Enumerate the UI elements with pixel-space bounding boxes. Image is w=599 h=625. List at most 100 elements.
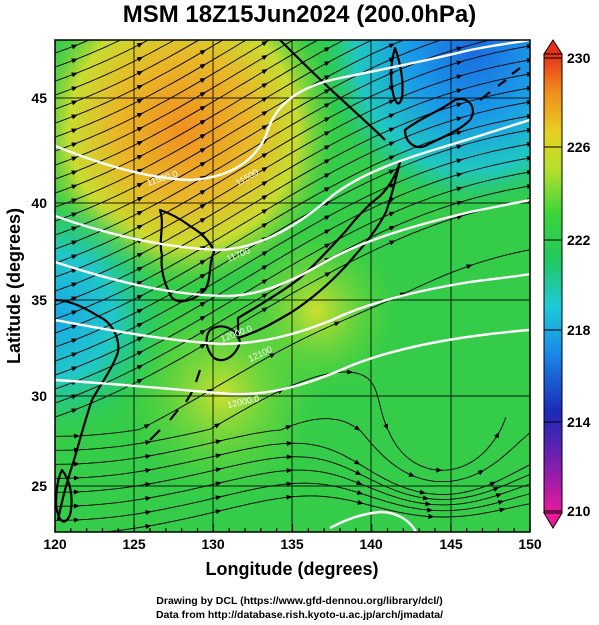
wind-arrow xyxy=(466,264,473,270)
wind-arrow xyxy=(261,307,269,313)
wind-arrow xyxy=(323,103,331,109)
wind-arrow xyxy=(419,489,426,495)
wind-arrow xyxy=(136,308,144,314)
wind-arrow xyxy=(199,189,207,195)
wind-arrow xyxy=(136,322,144,328)
wind-arrow xyxy=(323,47,331,53)
streamline xyxy=(55,40,373,208)
wind-arrow xyxy=(71,324,78,330)
taiwan-coastline xyxy=(55,468,73,523)
wind-arrow xyxy=(324,229,331,235)
wind-arrow xyxy=(261,265,268,271)
wind-arrow xyxy=(215,453,222,459)
wind-arrow xyxy=(71,72,78,78)
wind-arrow xyxy=(323,61,331,67)
wind-arrow xyxy=(388,99,396,105)
wind-arrow xyxy=(71,184,78,190)
footer-credit-data: Data from http://database.rish.kyoto-u.a… xyxy=(155,609,444,621)
wind-arrow xyxy=(71,28,78,35)
wind-arrow xyxy=(71,58,78,64)
wind-arrow xyxy=(494,432,500,439)
wind-arrow xyxy=(136,56,144,62)
colorbar: 230 226 222 218 214 210 xyxy=(543,39,591,529)
wind-arrow xyxy=(215,509,222,515)
wind-arrow xyxy=(145,496,152,501)
wind-arrow xyxy=(136,378,144,384)
streamline xyxy=(40,25,55,30)
wind-arrow xyxy=(389,240,396,246)
wind-arrow xyxy=(324,243,331,249)
wind-arrow xyxy=(71,366,78,372)
wind-arrow xyxy=(456,186,463,192)
streamline xyxy=(55,469,530,507)
wind-arrow xyxy=(136,350,144,356)
wind-arrow xyxy=(269,353,276,359)
wind-arrow xyxy=(261,180,268,187)
wind-arrow xyxy=(388,113,396,119)
x-tick-label: 150 xyxy=(518,536,542,552)
y-tick-label: 30 xyxy=(31,388,47,404)
wind-arrow xyxy=(71,142,78,148)
wind-arrow xyxy=(261,152,268,159)
wind-arrow xyxy=(215,467,222,473)
wind-arrow xyxy=(199,315,207,321)
wind-arrow xyxy=(286,440,293,446)
wind-arrow xyxy=(71,128,78,134)
wind-arrow xyxy=(324,272,331,278)
x-tick-label: 125 xyxy=(122,536,146,552)
streamline xyxy=(55,40,295,166)
wind-arrow xyxy=(456,102,463,108)
wind-arrow xyxy=(71,100,78,106)
streamline xyxy=(55,249,530,437)
ryukyu-islands xyxy=(149,369,202,441)
wind-arrow xyxy=(71,296,78,302)
wind-arrow xyxy=(137,27,145,34)
wind-arrow xyxy=(261,54,268,61)
wind-arrow xyxy=(408,472,415,477)
streamline xyxy=(99,495,530,532)
wind-arrow xyxy=(199,343,207,349)
footer-credit-drawing: Drawing by DCL (https://www.gfd-dennou.o… xyxy=(156,595,443,607)
wind-arrow xyxy=(527,29,534,35)
wind-arrow xyxy=(499,507,506,513)
wind-arrow xyxy=(261,293,269,299)
wind-arrow xyxy=(456,172,463,178)
wind-arrow xyxy=(285,425,292,430)
wind-arrow xyxy=(388,226,396,231)
wind-arrow xyxy=(286,468,293,474)
colorbar-tick-label: 214 xyxy=(567,414,591,430)
wind-arrow xyxy=(356,490,364,495)
x-tick-label: 145 xyxy=(439,536,463,552)
streamline xyxy=(55,40,345,194)
wind-arrow xyxy=(136,42,144,48)
wind-arrow xyxy=(136,112,144,118)
wind-arrow xyxy=(323,187,331,193)
wind-arrow xyxy=(71,198,78,204)
wind-arrow xyxy=(145,482,152,487)
wind-arrow xyxy=(71,394,78,400)
wind-arrow xyxy=(493,487,500,492)
x-axis-label: Longitude (degrees) xyxy=(205,559,378,579)
wind-arrow xyxy=(456,46,463,52)
wind-arrow xyxy=(323,89,331,95)
wind-arrow xyxy=(199,119,207,125)
wind-arrow xyxy=(136,252,144,258)
wind-arrow xyxy=(456,158,463,164)
wind-arrow xyxy=(136,154,144,160)
wind-arrow xyxy=(145,454,152,459)
wind-arrow xyxy=(136,364,144,370)
wind-arrow xyxy=(261,82,268,89)
colorbar-tick-label: 226 xyxy=(567,139,591,155)
colorbar-max-arrow xyxy=(543,39,563,55)
wind-arrow xyxy=(353,459,361,465)
y-tick-labels: 25 30 35 40 45 xyxy=(31,90,47,494)
wind-arrow xyxy=(136,126,144,132)
wind-arrow xyxy=(71,226,78,232)
wind-arrow xyxy=(261,96,268,103)
streamline xyxy=(55,40,176,96)
wind-arrow xyxy=(323,131,331,137)
wind-arrow xyxy=(199,301,207,307)
streamline xyxy=(55,40,271,152)
wind-arrow xyxy=(261,208,268,215)
wind-arrow xyxy=(71,240,78,246)
